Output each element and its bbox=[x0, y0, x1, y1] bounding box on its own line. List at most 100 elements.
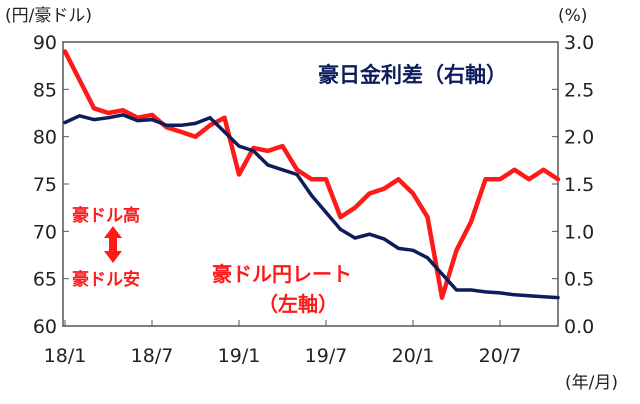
right-axis-unit: (%) bbox=[558, 6, 587, 26]
data-point bbox=[179, 123, 183, 127]
data-point bbox=[498, 291, 502, 295]
right-tick-label: 2.0 bbox=[564, 127, 594, 149]
right-tick-label: 1.5 bbox=[564, 174, 594, 196]
data-point bbox=[483, 177, 488, 181]
data-point bbox=[527, 177, 531, 181]
data-point bbox=[425, 256, 430, 260]
data-point bbox=[541, 168, 546, 172]
series-group bbox=[63, 113, 560, 300]
fx-label-line2: （左軸） bbox=[258, 292, 338, 316]
x-tick-label: 19/7 bbox=[305, 345, 348, 367]
right-tick-label: 0.0 bbox=[564, 316, 594, 338]
data-point bbox=[454, 288, 459, 292]
data-point bbox=[411, 191, 415, 196]
data-point bbox=[280, 144, 285, 148]
data-point bbox=[106, 111, 111, 115]
aud-low-label: 豪ドル安 bbox=[72, 269, 140, 290]
data-point bbox=[512, 293, 517, 297]
data-point bbox=[512, 168, 517, 172]
x-axis-ticks: 18/1 18/7 19/1 19/7 20/1 20/7 bbox=[44, 320, 522, 367]
data-point bbox=[411, 248, 415, 252]
data-point bbox=[324, 177, 328, 181]
data-point bbox=[150, 118, 154, 122]
data-point bbox=[469, 288, 473, 292]
left-tick-label: 85 bbox=[33, 79, 57, 101]
right-tick-label: 1.0 bbox=[564, 221, 594, 243]
data-point bbox=[353, 206, 357, 210]
data-point bbox=[63, 120, 67, 125]
x-tick-label: 18/7 bbox=[131, 345, 174, 367]
data-point bbox=[498, 177, 502, 181]
data-point bbox=[135, 119, 140, 123]
data-point bbox=[237, 144, 241, 148]
rate-diff-label: 豪日金利差（右軸） bbox=[318, 63, 507, 87]
data-point bbox=[396, 177, 401, 181]
data-point bbox=[425, 215, 430, 219]
right-tick-label: 0.5 bbox=[564, 269, 594, 291]
data-point bbox=[367, 232, 372, 236]
data-point bbox=[208, 123, 212, 127]
data-point bbox=[440, 272, 444, 276]
right-tick-label: 2.5 bbox=[564, 79, 594, 101]
data-point bbox=[208, 116, 212, 120]
series-line bbox=[62, 49, 561, 300]
data-point bbox=[309, 177, 314, 181]
data-point bbox=[454, 248, 459, 252]
right-tick-label: 3.0 bbox=[564, 32, 594, 54]
x-tick-label: 20/7 bbox=[479, 345, 522, 367]
data-point bbox=[353, 236, 357, 240]
x-tick-label: 20/1 bbox=[392, 345, 435, 367]
data-point bbox=[280, 168, 285, 172]
data-point bbox=[556, 177, 560, 181]
data-point bbox=[222, 130, 227, 134]
data-point bbox=[179, 130, 183, 134]
left-tick-label: 75 bbox=[33, 174, 57, 196]
left-tick-label: 90 bbox=[33, 32, 57, 54]
data-point bbox=[295, 172, 299, 177]
left-axis-unit: (円/豪ドル) bbox=[5, 5, 92, 26]
x-axis-unit: (年/月) bbox=[565, 373, 618, 393]
up-down-arrow-icon bbox=[104, 226, 122, 263]
data-point bbox=[469, 220, 473, 224]
data-point bbox=[382, 187, 386, 191]
data-point bbox=[556, 296, 560, 300]
fx-label-line1: 豪ドル円レート bbox=[212, 262, 352, 286]
left-tick-label: 65 bbox=[33, 269, 57, 291]
left-tick-label: 70 bbox=[33, 221, 57, 243]
series-layer bbox=[62, 49, 561, 300]
data-point bbox=[150, 113, 154, 117]
left-axis-ticks: 90 85 80 75 70 65 60 bbox=[33, 32, 69, 338]
data-point bbox=[338, 215, 343, 219]
data-point bbox=[382, 237, 386, 241]
data-point bbox=[367, 191, 372, 196]
data-point bbox=[92, 118, 96, 122]
data-point bbox=[92, 106, 96, 110]
data-point bbox=[106, 116, 111, 120]
data-point bbox=[440, 296, 444, 300]
data-point bbox=[295, 168, 299, 172]
data-point bbox=[266, 149, 270, 153]
data-point bbox=[193, 121, 198, 125]
data-point bbox=[396, 246, 401, 250]
aud-high-label: 豪ドル高 bbox=[72, 205, 140, 226]
data-point bbox=[77, 78, 82, 82]
right-axis-ticks: 3.0 2.5 2.0 1.5 1.0 0.5 0.0 bbox=[552, 32, 594, 338]
data-point bbox=[527, 294, 531, 298]
data-point bbox=[164, 123, 169, 127]
data-point bbox=[237, 172, 241, 177]
data-point bbox=[121, 113, 125, 117]
data-point bbox=[324, 210, 328, 214]
left-tick-label: 60 bbox=[33, 316, 57, 338]
data-point bbox=[63, 49, 67, 54]
left-tick-label: 80 bbox=[33, 127, 57, 149]
data-point bbox=[483, 290, 488, 294]
x-tick-label: 19/1 bbox=[218, 345, 261, 367]
data-point bbox=[251, 149, 256, 153]
data-point bbox=[338, 227, 343, 231]
series-group bbox=[62, 49, 561, 300]
data-point bbox=[77, 114, 82, 118]
x-tick-label: 18/1 bbox=[44, 345, 87, 367]
data-point bbox=[121, 108, 125, 112]
data-point bbox=[266, 163, 270, 167]
